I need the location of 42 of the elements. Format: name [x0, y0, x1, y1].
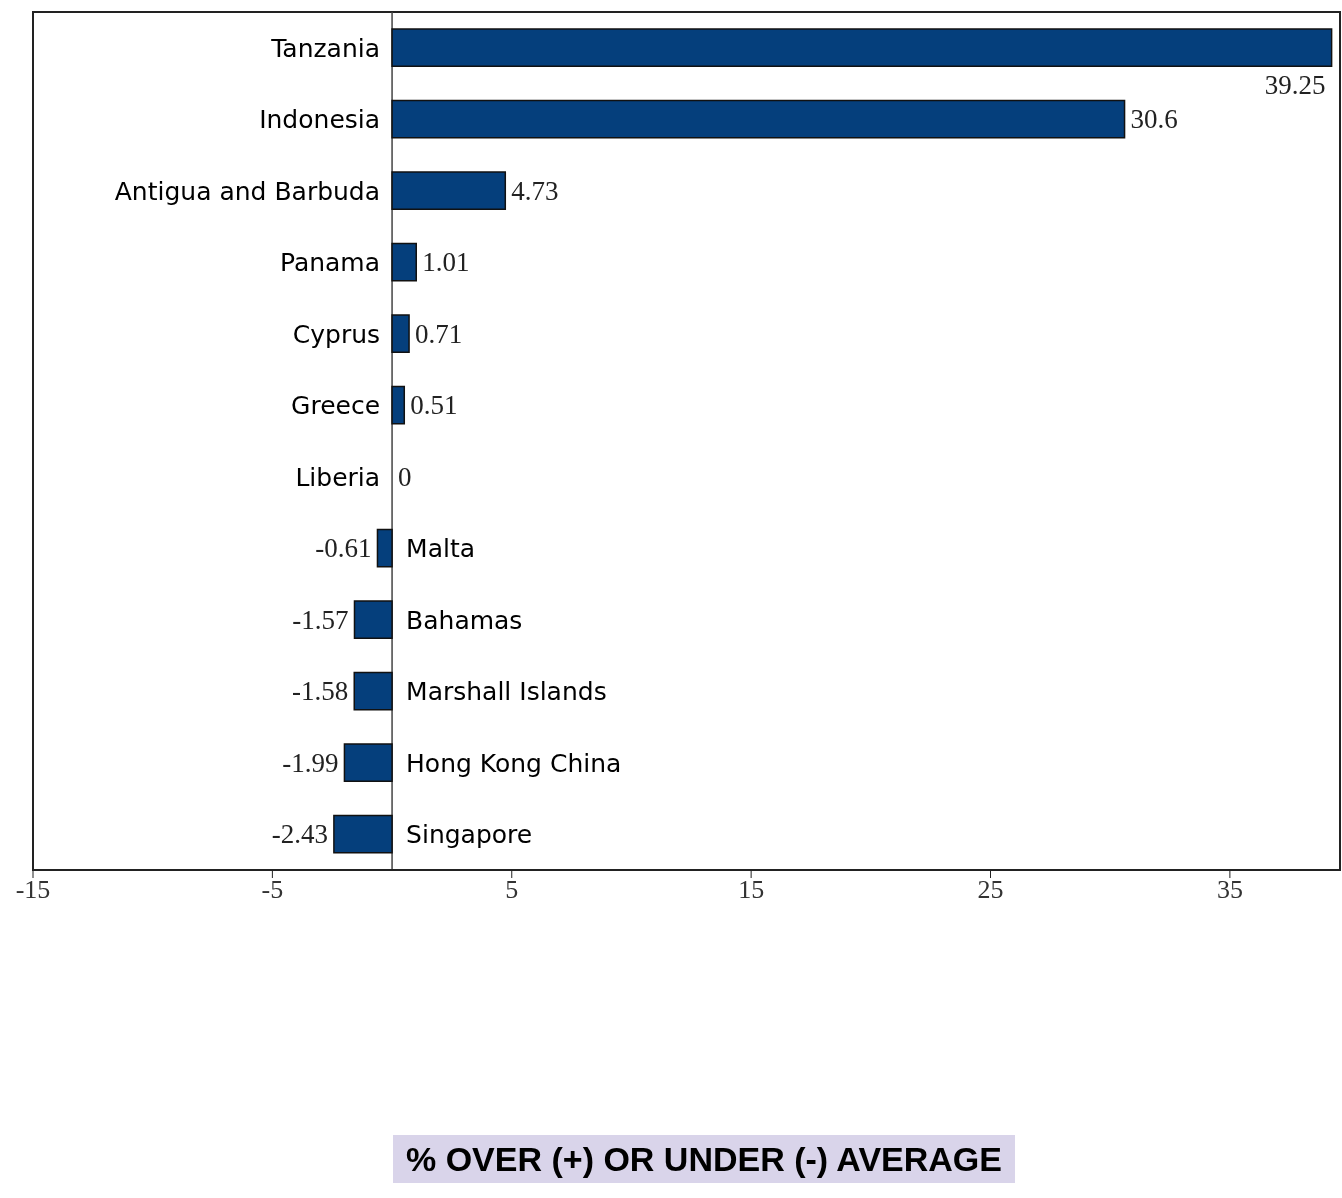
y-tick-label: Greece — [291, 391, 381, 421]
bar — [353, 600, 393, 639]
y-tick-label: Tanzania — [270, 33, 381, 63]
x-tick-label: 5 — [505, 875, 519, 905]
bar — [391, 242, 417, 282]
data-label: 0.71 — [415, 318, 463, 349]
y-tick-label: Panama — [279, 248, 381, 278]
bar — [391, 385, 406, 425]
text: % OVER (+) OR UNDER (-) AVERAGE — [393, 1135, 1015, 1183]
data-label: 30.6 — [1130, 104, 1178, 135]
data-label: -1.99 — [282, 747, 339, 778]
y-tick-label: Singapore — [406, 820, 533, 850]
y-tick-label: Indonesia — [259, 105, 381, 135]
x-tick-label: 15 — [738, 875, 765, 905]
data-label: 4.73 — [511, 175, 559, 206]
bar — [376, 528, 393, 568]
x-tick-label: 25 — [977, 875, 1004, 905]
y-tick-label: Liberia — [295, 462, 381, 492]
x-tick-label: -5 — [261, 875, 284, 905]
bar — [391, 99, 1126, 139]
y-tick-label: Hong Kong China — [406, 748, 622, 778]
bar — [391, 28, 1333, 67]
y-tick-label: Cyprus — [292, 319, 381, 349]
bar — [353, 671, 393, 711]
data-label: 1.01 — [422, 247, 470, 278]
y-tick-label: Antigua and Barbuda — [114, 176, 381, 206]
data-label: -1.57 — [292, 604, 349, 635]
bar — [333, 814, 393, 854]
y-tick-label: Marshall Islands — [406, 677, 607, 707]
y-tick-label: Bahamas — [406, 605, 523, 635]
bar — [391, 171, 507, 210]
data-label: -1.58 — [291, 676, 349, 707]
bar — [343, 743, 393, 782]
data-label: 39.25 — [1264, 70, 1326, 101]
data-label: -2.43 — [271, 819, 328, 850]
bar — [391, 314, 410, 353]
x-tick-label: 35 — [1216, 875, 1243, 905]
data-label: -0.61 — [315, 533, 372, 564]
data-label: 0.51 — [410, 390, 458, 421]
y-tick-label: Malta — [406, 534, 476, 564]
data-label: 0 — [398, 461, 412, 492]
x-tick-label: -15 — [15, 875, 51, 905]
